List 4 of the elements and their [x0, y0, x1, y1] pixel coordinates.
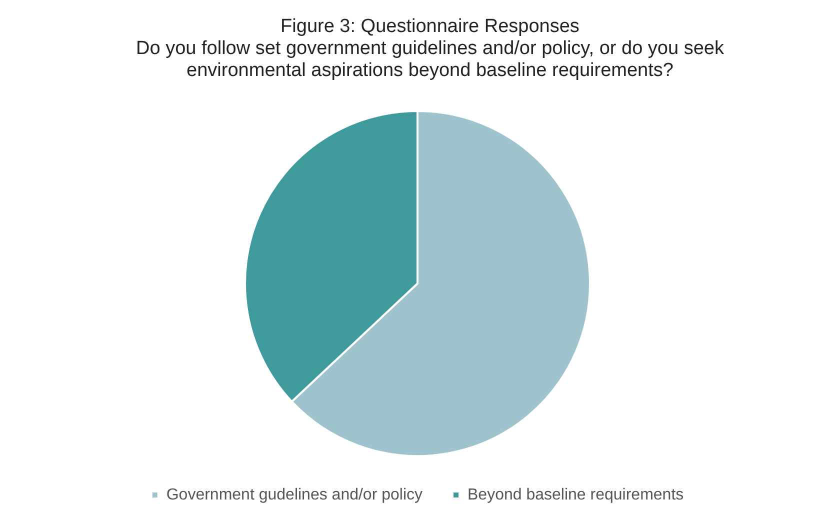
legend-label: Government gudelines and/or policy — [166, 486, 423, 504]
chart-subtitle: Do you follow set government guidelines and/or policy, or do you seek environmental aspirations beyond baseline requirements? — [135, 38, 725, 82]
legend-label: Beyond baseline requirements — [468, 486, 684, 504]
chart-title: Figure 3: Questionnaire Responses — [280, 16, 580, 38]
